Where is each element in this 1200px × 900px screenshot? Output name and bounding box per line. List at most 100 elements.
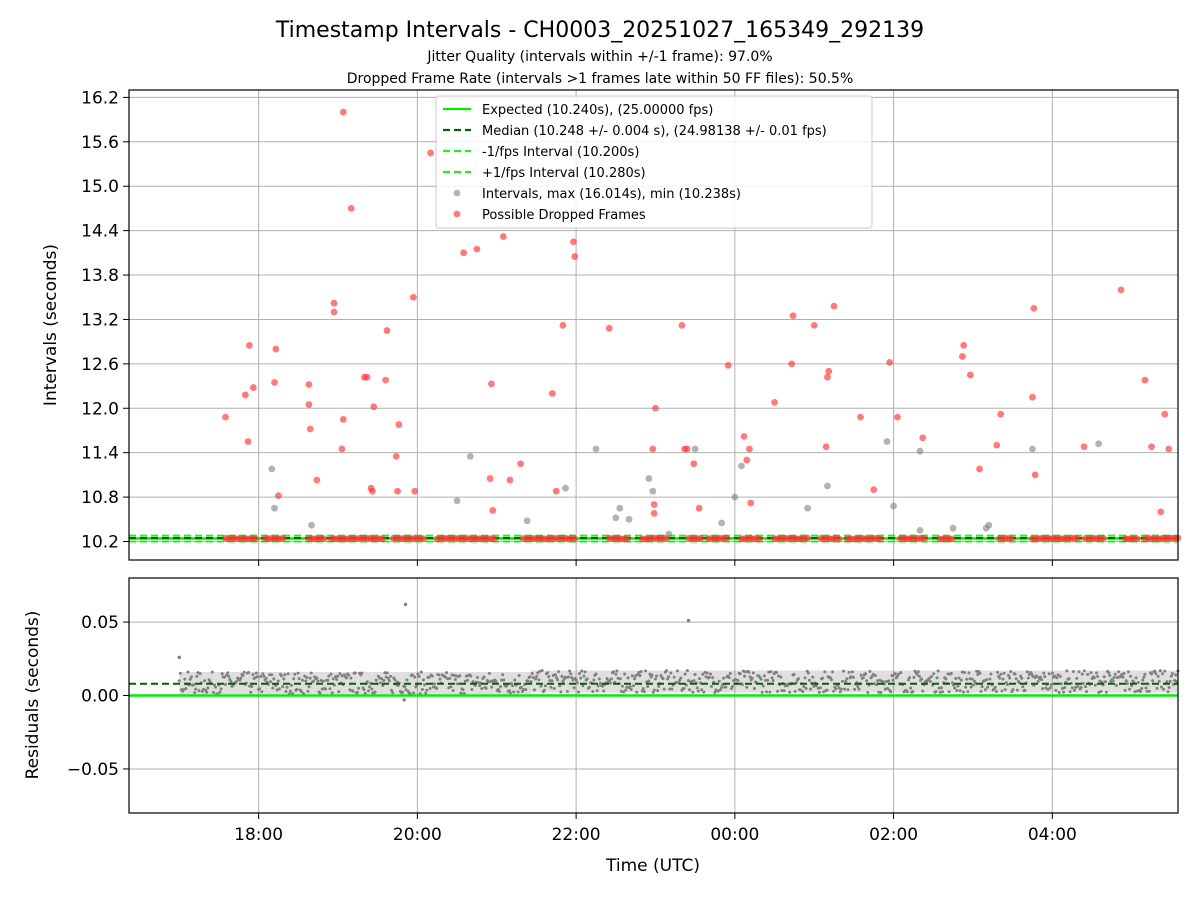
residual-point <box>868 669 872 673</box>
residual-point <box>736 678 740 682</box>
residual-point <box>487 671 491 675</box>
residual-point <box>769 670 773 674</box>
residual-point <box>383 671 387 675</box>
residual-point <box>189 675 193 679</box>
residual-point <box>327 674 331 678</box>
intervals-y-tick-label: 15.0 <box>81 177 119 197</box>
residual-points <box>177 669 1180 696</box>
residual-point <box>380 677 384 681</box>
residual-point <box>1031 674 1035 678</box>
dropped-frame-point <box>997 410 1005 418</box>
residual-point <box>197 689 201 693</box>
residual-point <box>980 685 984 689</box>
residual-point <box>695 686 699 690</box>
intervals-legend: Expected (10.240s), (25.00000 fps) Media… <box>435 95 873 229</box>
residual-point <box>661 677 665 681</box>
residual-point <box>183 677 187 681</box>
residual-point <box>939 686 943 690</box>
residual-point <box>959 678 963 682</box>
residual-point <box>445 671 449 675</box>
residual-point <box>763 678 767 682</box>
dropped-frame-point <box>330 308 338 316</box>
residual-point <box>338 672 342 676</box>
residual-point <box>809 687 813 691</box>
residual-point <box>996 670 1000 674</box>
residual-point <box>413 675 417 679</box>
residual-point <box>702 690 706 694</box>
residual-point <box>697 677 701 681</box>
intervals-y-tick-label: 13.2 <box>81 310 119 330</box>
residual-point <box>363 691 367 695</box>
dropped-frame-point <box>347 205 355 212</box>
legend-upper-bound: +1/fps Interval (10.280s) <box>482 166 646 181</box>
interval-point <box>268 465 276 473</box>
residual-point <box>390 688 394 692</box>
time-tick-label: 20:00 <box>393 825 442 845</box>
residual-point <box>953 686 957 690</box>
dropped-frame-point <box>489 507 497 514</box>
interval-point <box>649 487 657 495</box>
residual-point <box>567 675 571 679</box>
time-tick-label: 02:00 <box>869 825 918 845</box>
dropped-frame-point <box>1141 376 1149 384</box>
residual-point <box>722 676 726 680</box>
residual-point <box>646 684 650 688</box>
residual-point <box>1080 672 1084 676</box>
residual-point <box>831 670 835 674</box>
residual-point <box>255 675 259 679</box>
residual-point <box>887 679 891 683</box>
time-tick-label: 04:00 <box>1028 825 1077 845</box>
residual-point <box>845 677 849 681</box>
residual-point <box>1015 688 1019 692</box>
residual-point <box>708 672 712 676</box>
residual-point <box>1130 684 1134 688</box>
residual-point <box>760 690 764 694</box>
dropped-frame-point <box>499 233 507 240</box>
residual-point <box>1107 671 1111 675</box>
residual-point <box>774 670 778 674</box>
residual-point <box>386 676 390 680</box>
dropped-frame-point <box>857 413 864 421</box>
residual-point <box>1077 670 1081 674</box>
residual-point <box>1140 687 1144 691</box>
residual-outlier-point <box>402 698 406 702</box>
residual-point <box>1157 679 1161 683</box>
residual-point <box>1084 685 1088 689</box>
baseline-dropped-point <box>756 535 763 543</box>
intervals-y-tick-label: 10.8 <box>81 488 119 508</box>
intervals-y-tick-label: 14.4 <box>81 222 119 242</box>
residual-point <box>284 689 288 693</box>
residual-point <box>828 676 832 680</box>
residual-point <box>542 688 546 692</box>
residual-point <box>512 690 516 694</box>
residual-point <box>194 687 198 691</box>
residual-point <box>670 687 674 691</box>
residual-point <box>1044 686 1048 690</box>
residual-point <box>683 672 687 676</box>
dropped-frame-point <box>1031 471 1039 479</box>
residual-point <box>225 673 229 677</box>
residuals-y-tick-label: 0.05 <box>81 613 119 633</box>
residual-point <box>1117 670 1121 674</box>
residual-point <box>1002 671 1006 675</box>
residual-point <box>1142 675 1146 679</box>
residual-point <box>459 691 463 695</box>
residual-point <box>1007 674 1011 678</box>
dropped-frame-point <box>559 321 567 329</box>
residual-point <box>227 674 231 678</box>
dropped-frame-point <box>1080 443 1088 451</box>
dropped-frame-point <box>740 432 748 440</box>
residual-point <box>771 678 775 682</box>
residual-point <box>1129 674 1133 678</box>
residual-point <box>1147 689 1151 693</box>
residual-point <box>283 673 287 677</box>
residual-point <box>740 683 744 687</box>
residual-point <box>223 682 227 686</box>
residual-point <box>581 684 585 688</box>
residual-point <box>633 677 637 681</box>
dropped-frame-point <box>650 501 658 508</box>
residual-point <box>184 687 188 691</box>
residual-point <box>1085 690 1089 694</box>
dropped-frame-point <box>383 327 391 334</box>
residual-point <box>1123 688 1127 692</box>
